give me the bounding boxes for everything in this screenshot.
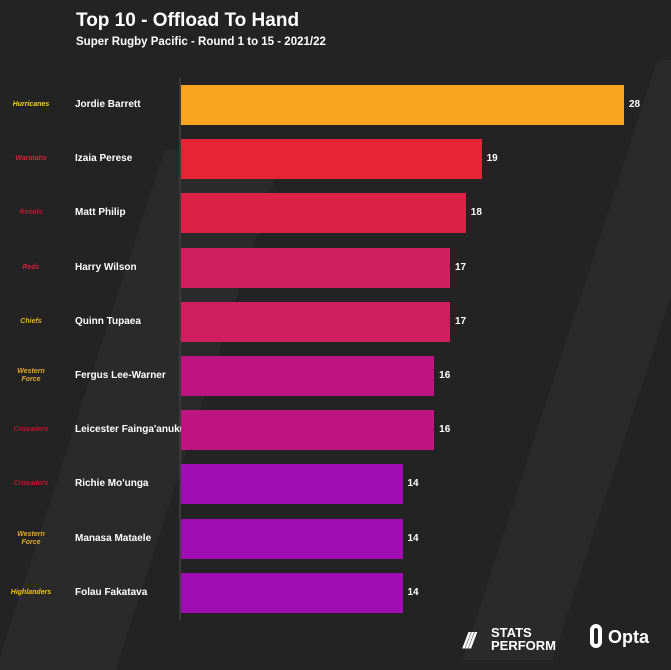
team-logo-icon: Chiefs <box>20 317 42 325</box>
category-label: Harry Wilson <box>75 261 137 273</box>
bar-row: Crusaders Richie Mo'unga 14 <box>0 464 671 505</box>
team-logo-icon: Western Force <box>17 530 45 546</box>
bar-row: Rebels Matt Philip 18 <box>0 193 671 234</box>
bar <box>181 464 403 505</box>
bar <box>181 139 482 180</box>
chart-subtitle: Super Rugby Pacific - Round 1 to 15 - 20… <box>76 36 326 48</box>
data-label: 16 <box>439 370 451 381</box>
category-label: Jordie Barrett <box>75 99 141 110</box>
opta-text: Opta <box>608 627 650 647</box>
data-label: 17 <box>454 315 467 327</box>
team-logo-icon: Reds <box>22 263 40 271</box>
team-logo-icon: Hurricanes <box>12 101 50 108</box>
bar <box>181 356 435 396</box>
team-logo-icon: Crusaders <box>13 426 49 434</box>
team-logo-icon: Rebels <box>19 209 43 217</box>
bar <box>181 247 450 288</box>
chart-title: Top 10 - Offload To Hand <box>76 10 300 31</box>
team-logo-icon: Crusaders <box>13 480 49 488</box>
bar-row: Crusaders Leicester Fainga'anuku 16 <box>0 410 671 451</box>
data-label: 14 <box>407 532 419 544</box>
bar-row: Highlanders Folau Fakatava 14 <box>0 572 671 613</box>
data-label: 18 <box>470 207 482 219</box>
bar <box>181 410 435 451</box>
category-label: Leicester Fainga'anuku <box>75 424 186 436</box>
category-label: Folau Fakatava <box>75 586 148 598</box>
bar-row: Chiefs Quinn Tupaea 17 <box>0 301 671 342</box>
perform-text: PERFORM <box>491 638 556 653</box>
category-label: Matt Philip <box>75 207 126 219</box>
team-logo-icon: Highlanders <box>10 588 52 596</box>
category-label: Fergus Lee-Warner <box>75 370 166 381</box>
data-label: 28 <box>629 99 641 110</box>
category-label: Izaia Perese <box>75 153 133 165</box>
bar <box>181 193 466 234</box>
bar-row: Western Force Fergus Lee-Warner 16 <box>0 356 671 396</box>
team-logo-icon: Waratahs <box>15 155 47 163</box>
bar-row: Hurricanes Jordie Barrett 28 <box>0 85 671 125</box>
data-label: 14 <box>407 586 419 598</box>
bar-row: Western Force Manasa Mataele 14 <box>0 518 671 559</box>
stats-text: STATS <box>491 625 532 640</box>
data-label: 14 <box>407 478 419 490</box>
bar <box>181 85 624 125</box>
data-label: 17 <box>454 261 467 273</box>
data-label: 16 <box>439 424 451 436</box>
bar-row: Waratahs Izaia Perese 19 <box>0 139 671 180</box>
data-label: 19 <box>486 153 498 165</box>
category-label: Richie Mo'unga <box>75 478 149 490</box>
category-label: Manasa Mataele <box>75 532 152 544</box>
bar <box>181 518 403 559</box>
bar <box>181 572 403 613</box>
y-axis-line <box>179 78 181 620</box>
team-logo-icon: Western Force <box>17 368 45 383</box>
bar-row: Reds Harry Wilson 17 <box>0 247 671 288</box>
category-label: Quinn Tupaea <box>75 315 141 327</box>
bar <box>181 301 450 342</box>
